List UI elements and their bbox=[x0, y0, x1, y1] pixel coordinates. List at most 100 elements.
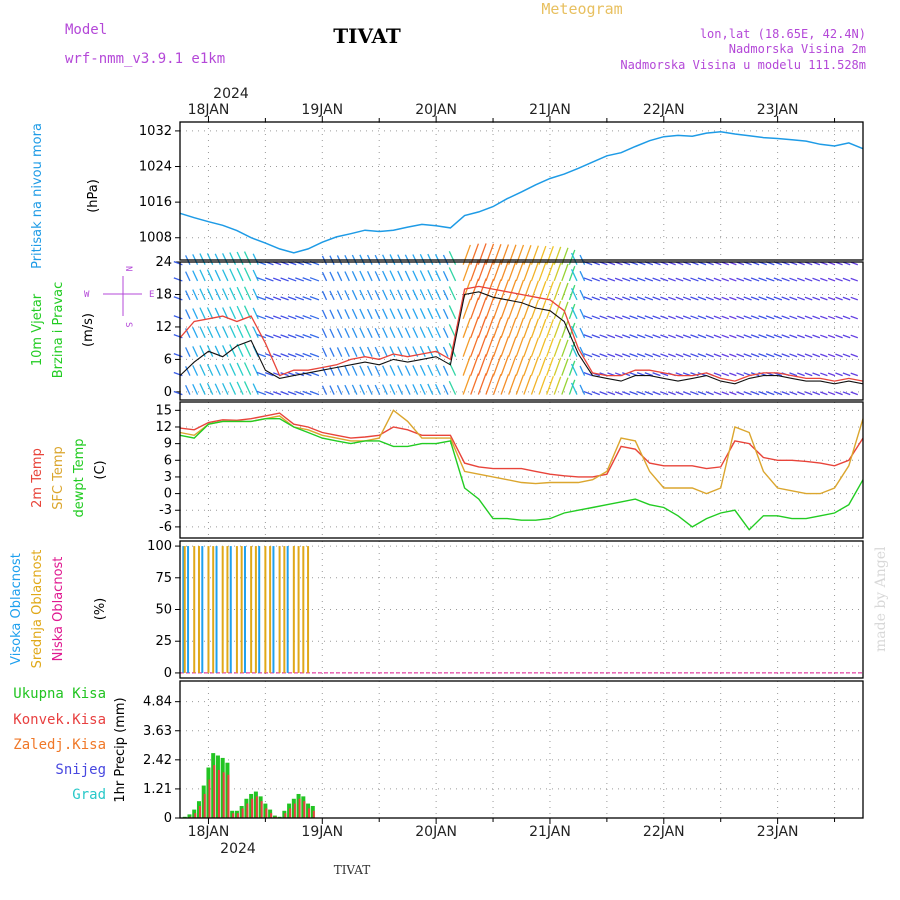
cloud-ylabel-high: Visoka Oblacnost bbox=[9, 553, 24, 665]
bottom-day-labels: 18JAN 19JAN 20JAN 21JAN 22JAN 23JAN bbox=[188, 818, 836, 840]
wind-barb bbox=[591, 391, 600, 396]
wind-barb bbox=[295, 334, 305, 339]
wind-barb bbox=[321, 309, 328, 320]
wind-barb bbox=[690, 353, 699, 358]
wind-barb bbox=[705, 334, 714, 339]
wind-barb bbox=[243, 267, 252, 282]
wind-barb bbox=[442, 289, 449, 301]
wind-barb bbox=[419, 289, 426, 301]
wind-barb bbox=[721, 391, 729, 396]
wind-barb bbox=[538, 262, 547, 282]
cloud-bar-0 bbox=[286, 546, 289, 673]
wind-barb bbox=[583, 372, 593, 377]
wind-barb bbox=[721, 296, 729, 301]
wind-barb bbox=[675, 296, 684, 301]
wind-barb bbox=[389, 346, 396, 357]
wind-barb bbox=[470, 278, 480, 301]
wind-barb bbox=[804, 315, 813, 320]
wind-barb bbox=[173, 296, 183, 301]
wind-barb bbox=[675, 353, 684, 358]
wind-barb bbox=[404, 327, 411, 339]
precipitation-ytick-label: 0 bbox=[164, 811, 172, 826]
wind-barb bbox=[264, 372, 274, 377]
wind-barb bbox=[765, 353, 775, 358]
wind-barb bbox=[644, 296, 654, 301]
wind-barb bbox=[523, 355, 532, 376]
wind-barb bbox=[309, 314, 320, 320]
wind-barb bbox=[789, 353, 798, 358]
wind-barb bbox=[287, 390, 297, 396]
precip-bar-1 bbox=[270, 813, 273, 818]
wind-barb bbox=[321, 385, 328, 395]
wind-barb bbox=[229, 344, 237, 357]
wind-barb bbox=[287, 277, 297, 282]
panel-wind: 0 6 12 18 24 bbox=[155, 243, 864, 400]
wind-barb bbox=[652, 315, 661, 320]
cloud-bar-1 bbox=[197, 546, 200, 673]
wind-barb bbox=[185, 309, 191, 320]
wind-barb bbox=[427, 307, 434, 320]
wind-barb bbox=[690, 296, 699, 301]
wind-barb bbox=[682, 315, 692, 320]
wind-barb bbox=[321, 271, 328, 282]
wind-barb bbox=[243, 381, 252, 395]
wind-barb bbox=[214, 326, 221, 339]
precip-bar-1 bbox=[246, 803, 249, 818]
wind-barb bbox=[583, 296, 593, 301]
clouds-ytick-label: 0 bbox=[164, 666, 172, 681]
wind-barb bbox=[570, 269, 578, 282]
wind-barb bbox=[252, 326, 259, 339]
wind-barb bbox=[485, 354, 495, 376]
wind-barb bbox=[192, 346, 199, 357]
wind-barb bbox=[842, 277, 851, 282]
wind-barb bbox=[591, 315, 600, 320]
wind-barb bbox=[448, 267, 457, 282]
wind-barb bbox=[477, 297, 487, 320]
wind-barb bbox=[599, 353, 608, 358]
wind-barb bbox=[374, 327, 381, 339]
wind-barb bbox=[302, 390, 312, 396]
wind-barb bbox=[485, 243, 495, 265]
wind-barb bbox=[229, 325, 237, 339]
wind-barbs bbox=[173, 243, 859, 396]
model-name: wrf-nmm_v3.9.1 e1km bbox=[65, 51, 225, 67]
temperature-ytick-label: 0 bbox=[164, 487, 172, 502]
wind-barb bbox=[773, 353, 783, 358]
wind-barb bbox=[750, 334, 760, 339]
legend-snijeg: Snijeg bbox=[55, 762, 106, 778]
wind-barb bbox=[675, 277, 684, 282]
wind-barb bbox=[553, 319, 562, 338]
wind-barb bbox=[736, 277, 745, 282]
temp-ylabel: (C) bbox=[93, 460, 108, 479]
wind-barb bbox=[546, 281, 554, 301]
wind-barb bbox=[344, 384, 350, 395]
panels: 100810161024103206121824-6-3036912150255… bbox=[139, 121, 864, 826]
wind-barb bbox=[668, 296, 676, 301]
wind-barb bbox=[397, 289, 404, 301]
wind-barb bbox=[214, 383, 221, 395]
wind-barb bbox=[538, 375, 547, 395]
wind-barb bbox=[636, 353, 646, 358]
wind-barb bbox=[622, 353, 631, 358]
wind-barb bbox=[812, 296, 821, 301]
compass-south: S bbox=[123, 322, 133, 327]
wind-barb bbox=[546, 319, 554, 338]
wind-barb bbox=[842, 391, 851, 396]
wind-barb bbox=[236, 324, 244, 339]
wind-barb bbox=[412, 384, 419, 395]
legend-konvek: Konvek.Kisa bbox=[13, 712, 106, 728]
panel-frame bbox=[179, 401, 864, 539]
cloud-bar-1 bbox=[183, 546, 186, 673]
wind-barb bbox=[206, 345, 214, 357]
wind-barb bbox=[579, 346, 586, 357]
wind-barb bbox=[652, 353, 661, 358]
wind-barb bbox=[644, 277, 654, 282]
wind-barb bbox=[351, 308, 358, 320]
model-elevation-text: Nadmorska Visina u modelu 111.528m bbox=[620, 58, 866, 72]
pressure-ytick-label: 1016 bbox=[139, 195, 172, 210]
wind-barb bbox=[389, 327, 396, 339]
bottom-day-label: 20JAN bbox=[415, 824, 457, 840]
wind-barb bbox=[579, 270, 586, 282]
wind-barb bbox=[705, 315, 714, 320]
wind-barb bbox=[570, 363, 578, 376]
